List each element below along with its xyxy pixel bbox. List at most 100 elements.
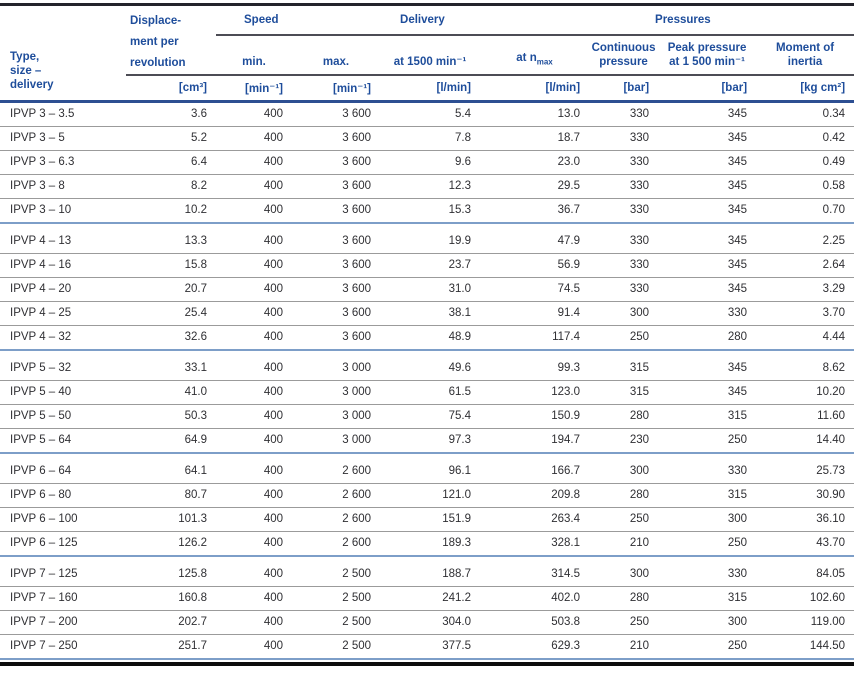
- cell-speed-max: 2 600: [292, 459, 381, 484]
- group-separator: [0, 451, 854, 460]
- cell-moment-of-inertia: 11.60: [756, 404, 854, 429]
- cell-type: IPVP 3 – 8: [0, 174, 126, 199]
- table-row: IPVP 4 – 16 15.8 400 3 600 23.7 56.9 330 345 2.6…: [0, 253, 854, 278]
- table-row: IPVP 4 – 32 32.6 400 3 600 48.9 117.4 250 280 4.…: [0, 325, 854, 350]
- cell-moment-of-inertia: 14.40: [756, 428, 854, 453]
- cell-continuous-pressure: 330: [589, 101, 659, 127]
- cell-type: IPVP 3 – 6.3: [0, 150, 126, 175]
- cell-speed-min: 400: [216, 356, 292, 381]
- cell-delivery-1500: 12.3: [380, 174, 481, 199]
- cell-delivery-1500: 75.4: [380, 404, 481, 429]
- cell-delivery-1500: 188.7: [380, 562, 481, 587]
- cell-delivery-nmax: 74.5: [480, 277, 590, 302]
- cell-peak-pressure: 345: [658, 174, 757, 199]
- cell-moment-of-inertia: 4.44: [756, 325, 854, 350]
- cell-speed-max: 2 500: [292, 610, 381, 635]
- cell-speed-min: 400: [216, 229, 292, 254]
- unit-continuous-pressure: [bar]: [589, 75, 659, 103]
- cell-delivery-1500: 61.5: [380, 380, 481, 405]
- cell-delivery-nmax: 150.9: [480, 404, 590, 429]
- cell-moment-of-inertia: 144.50: [756, 634, 854, 659]
- column-header-speed-min: min.: [216, 34, 292, 77]
- cell-continuous-pressure: 315: [589, 356, 659, 381]
- cell-delivery-1500: 97.3: [380, 428, 481, 453]
- cell-displacement: 64.9: [126, 428, 216, 453]
- table-bottom-rule: [0, 657, 854, 666]
- column-header-delivery-1500: at 1500 min⁻¹: [380, 34, 481, 77]
- cell-continuous-pressure: 330: [589, 126, 659, 151]
- cell-type: IPVP 3 – 10: [0, 198, 126, 223]
- column-header-displacement: Displace- ment per revolution: [126, 4, 216, 76]
- cell-moment-of-inertia: 2.64: [756, 253, 854, 278]
- cell-peak-pressure: 330: [658, 562, 757, 587]
- sub-header-row: min. max. at 1500 min⁻¹ at nmax Continuo…: [0, 34, 854, 77]
- group-header-speed: Speed: [216, 4, 381, 36]
- cell-continuous-pressure: 250: [589, 325, 659, 350]
- cell-type: IPVP 7 – 160: [0, 586, 126, 611]
- table-row: IPVP 7 – 250 251.7 400 2 500 377.5 629.3 210 25…: [0, 634, 854, 659]
- cell-type: IPVP 5 – 64: [0, 428, 126, 453]
- cell-peak-pressure: 345: [658, 101, 757, 127]
- cell-displacement: 160.8: [126, 586, 216, 611]
- cell-delivery-nmax: 18.7: [480, 126, 590, 151]
- cell-peak-pressure: 250: [658, 634, 757, 659]
- cell-speed-max: 3 600: [292, 277, 381, 302]
- cell-speed-max: 2 600: [292, 531, 381, 556]
- cell-displacement: 251.7: [126, 634, 216, 659]
- cell-delivery-1500: 241.2: [380, 586, 481, 611]
- cell-peak-pressure: 345: [658, 198, 757, 223]
- group-separator: [0, 348, 854, 357]
- table-row: IPVP 5 – 50 50.3 400 3 000 75.4 150.9 280 315 11…: [0, 404, 854, 429]
- pump-specs-table: Type, size – delivery Displace- ment per…: [0, 3, 854, 666]
- cell-delivery-nmax: 13.0: [480, 101, 590, 127]
- cell-peak-pressure: 250: [658, 428, 757, 453]
- cell-delivery-1500: 151.9: [380, 507, 481, 532]
- cell-speed-min: 400: [216, 531, 292, 556]
- cell-type: IPVP 4 – 32: [0, 325, 126, 350]
- cell-continuous-pressure: 300: [589, 562, 659, 587]
- cell-displacement: 64.1: [126, 459, 216, 484]
- cell-speed-max: 3 600: [292, 301, 381, 326]
- cell-type: IPVP 6 – 100: [0, 507, 126, 532]
- cell-peak-pressure: 315: [658, 404, 757, 429]
- cell-peak-pressure: 315: [658, 483, 757, 508]
- cell-delivery-nmax: 123.0: [480, 380, 590, 405]
- table-row: IPVP 3 – 6.3 6.4 400 3 600 9.6 23.0 330 345 0.49: [0, 150, 854, 175]
- cell-moment-of-inertia: 2.25: [756, 229, 854, 254]
- cell-type: IPVP 3 – 3.5: [0, 101, 126, 127]
- separator-line: [0, 451, 854, 460]
- cell-speed-min: 400: [216, 459, 292, 484]
- cell-delivery-nmax: 314.5: [480, 562, 590, 587]
- cell-displacement: 8.2: [126, 174, 216, 199]
- table-row: IPVP 7 – 125 125.8 400 2 500 188.7 314.5 300 33…: [0, 562, 854, 587]
- cell-speed-min: 400: [216, 101, 292, 127]
- cell-moment-of-inertia: 8.62: [756, 356, 854, 381]
- group-header-delivery: Delivery: [380, 4, 590, 36]
- cell-delivery-1500: 19.9: [380, 229, 481, 254]
- cell-speed-max: 3 600: [292, 174, 381, 199]
- cell-continuous-pressure: 280: [589, 586, 659, 611]
- table-row: IPVP 4 – 25 25.4 400 3 600 38.1 91.4 300 330 3.7…: [0, 301, 854, 326]
- cell-type: IPVP 7 – 200: [0, 610, 126, 635]
- table-row: IPVP 7 – 160 160.8 400 2 500 241.2 402.0 280 31…: [0, 586, 854, 611]
- cell-moment-of-inertia: 0.70: [756, 198, 854, 223]
- cell-speed-min: 400: [216, 126, 292, 151]
- cell-moment-of-inertia: 43.70: [756, 531, 854, 556]
- table-body: IPVP 3 – 3.5 3.6 400 3 600 5.4 13.0 330 345 0.34…: [0, 101, 854, 666]
- cell-continuous-pressure: 300: [589, 459, 659, 484]
- separator-line: [0, 348, 854, 357]
- unit-delivery-1500: [l/min]: [380, 75, 481, 103]
- cell-speed-min: 400: [216, 507, 292, 532]
- cell-moment-of-inertia: 30.90: [756, 483, 854, 508]
- cell-speed-max: 2 600: [292, 483, 381, 508]
- cell-continuous-pressure: 230: [589, 428, 659, 453]
- cell-peak-pressure: 345: [658, 277, 757, 302]
- column-header-peak-pressure: Peak pressure at 1 500 min⁻¹: [658, 34, 757, 77]
- cell-displacement: 80.7: [126, 483, 216, 508]
- table-row: IPVP 6 – 80 80.7 400 2 600 121.0 209.8 280 315 3…: [0, 483, 854, 508]
- cell-delivery-nmax: 209.8: [480, 483, 590, 508]
- cell-moment-of-inertia: 36.10: [756, 507, 854, 532]
- cell-displacement: 15.8: [126, 253, 216, 278]
- cell-type: IPVP 6 – 125: [0, 531, 126, 556]
- cell-delivery-nmax: 194.7: [480, 428, 590, 453]
